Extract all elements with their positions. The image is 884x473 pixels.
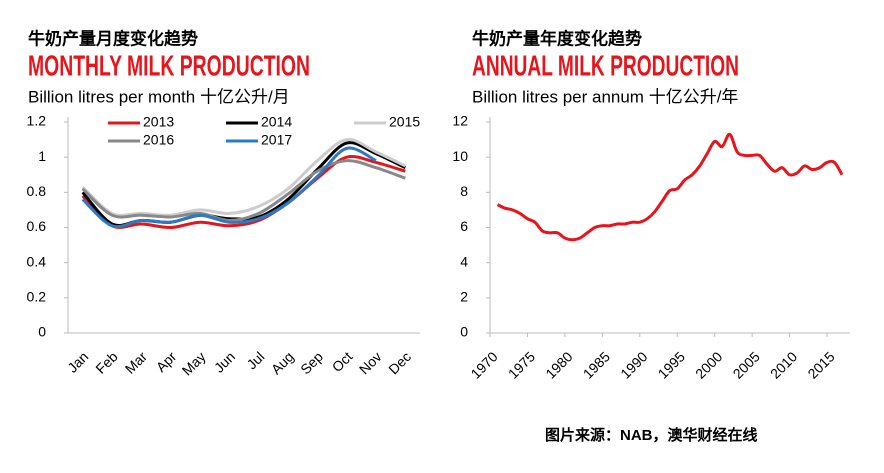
x-tick-label: 1975: [505, 348, 538, 381]
y-tick-label: 2: [460, 289, 468, 305]
series-line: [81, 146, 377, 229]
x-tick-label: May: [179, 348, 209, 378]
chart-title: ANNUAL MILK PRODUCTION: [472, 51, 739, 83]
series-line: [81, 159, 406, 222]
x-tick-label: Jul: [243, 348, 267, 372]
legend-label: 2015: [389, 114, 420, 130]
y-tick-label: 0.8: [27, 183, 47, 199]
series-line: [81, 155, 406, 230]
y-tick-label: 6: [460, 218, 468, 234]
x-tick-label: Jan: [64, 348, 91, 375]
y-tick-label: 8: [460, 183, 468, 199]
y-tick-label: 1.2: [27, 113, 47, 129]
y-tick-label: 0: [460, 324, 468, 340]
y-tick-label: 0.2: [27, 289, 47, 305]
x-tick-label: Feb: [92, 348, 121, 377]
x-tick-label: Oct: [329, 348, 356, 375]
x-tick-label: 2000: [692, 348, 725, 381]
legend-label: 2014: [261, 114, 292, 130]
x-tick-label: 2015: [804, 348, 837, 381]
y-tick-label: 4: [460, 253, 468, 269]
x-tick-label: 1985: [580, 348, 613, 381]
x-tick-label: 1990: [617, 348, 650, 381]
legend-label: 2017: [261, 132, 292, 148]
x-tick-label: 1970: [467, 348, 500, 381]
x-tick-label: Mar: [122, 348, 151, 377]
x-tick-label: 2010: [767, 348, 800, 381]
chart-cn-title: 牛奶产量年度变化趋势: [472, 28, 642, 48]
chart-title: MONTHLY MILK PRODUCTION: [28, 51, 310, 83]
legend-label: 2016: [143, 132, 174, 148]
x-tick-label: Sep: [297, 348, 326, 377]
y-tick-label: 12: [452, 113, 468, 129]
chart-cn-title: 牛奶产量月度变化趋势: [28, 28, 198, 48]
x-tick-label: Aug: [268, 348, 297, 377]
chart-subtitle: Billion litres per month 十亿公升/月: [28, 87, 290, 106]
y-tick-label: 0.6: [27, 218, 47, 234]
x-tick-label: Nov: [356, 348, 385, 377]
x-tick-label: 2005: [730, 348, 763, 381]
x-tick-label: Apr: [153, 348, 180, 375]
y-tick-label: 1: [38, 148, 46, 164]
y-tick-label: 10: [452, 148, 468, 164]
y-tick-label: 0: [38, 324, 46, 340]
x-tick-label: Jun: [211, 348, 238, 375]
series-line: [496, 132, 844, 242]
legend-label: 2013: [143, 114, 174, 130]
source-note: 图片来源：NAB，澳华财经在线: [545, 426, 758, 444]
y-tick-label: 0.4: [27, 253, 47, 269]
chart-subtitle: Billion litres per annum 十亿公升/年: [472, 87, 738, 106]
x-tick-label: Dec: [385, 348, 414, 377]
series-line: [81, 138, 406, 217]
x-tick-label: 1995: [655, 348, 688, 381]
x-tick-label: 1980: [542, 348, 575, 381]
